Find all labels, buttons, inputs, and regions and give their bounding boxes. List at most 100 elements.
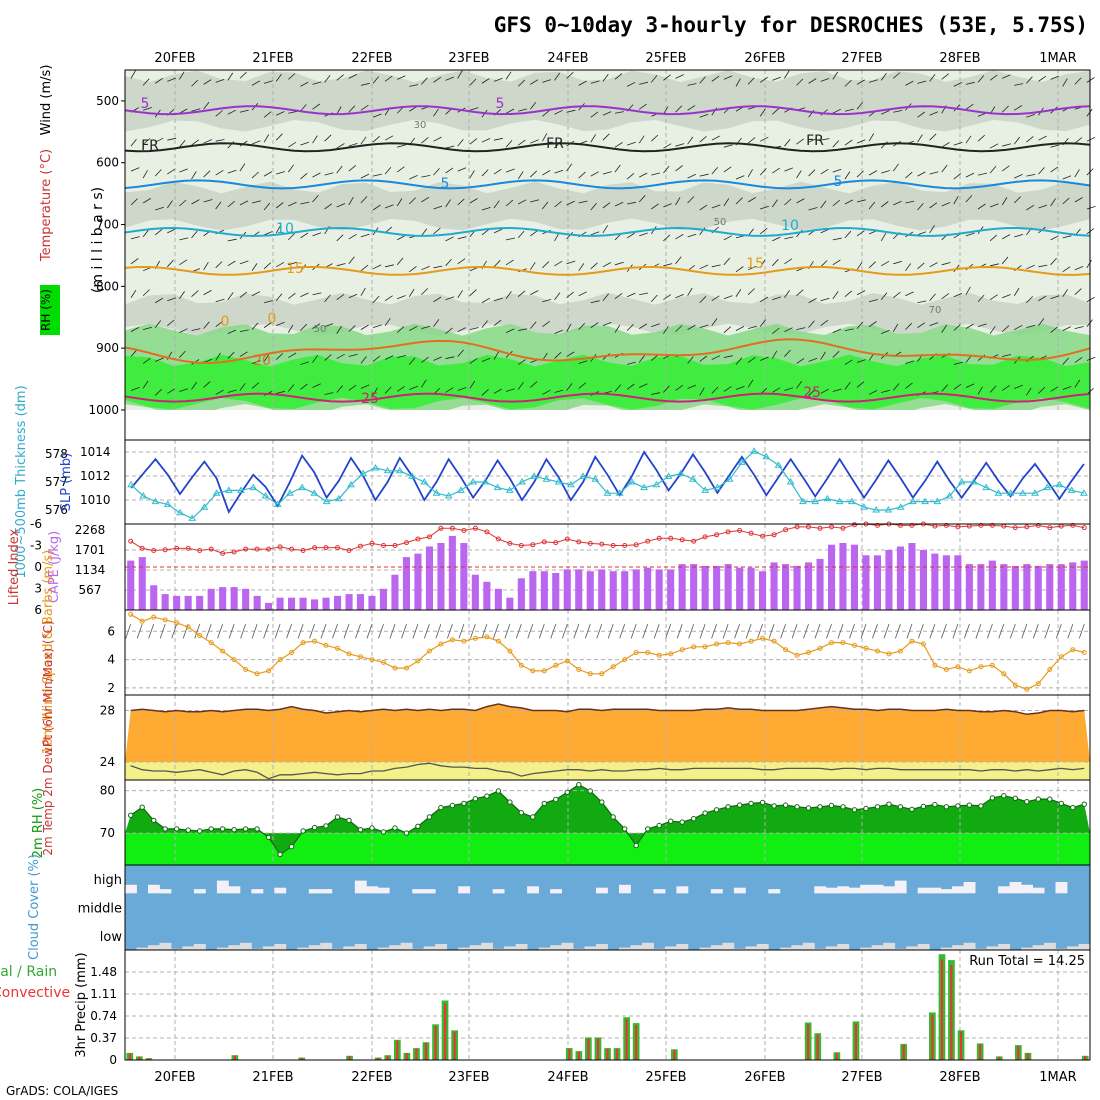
wind-barb — [687, 384, 697, 389]
cape-bar — [1069, 562, 1077, 610]
lifted-index-point — [404, 540, 409, 546]
wind-barb — [360, 82, 370, 86]
isotherm-line — [124, 338, 1091, 365]
thickness-point — [713, 483, 722, 491]
wind-barb — [1086, 259, 1092, 269]
rh-point — [702, 810, 708, 816]
cape-bar — [253, 595, 261, 610]
wind-barb — [360, 173, 370, 179]
wind-barb — [203, 199, 213, 203]
low-cloud-gap — [802, 942, 815, 950]
wind-barb — [759, 76, 768, 83]
wind-barb — [642, 624, 649, 639]
wind-barb — [1062, 386, 1072, 390]
high-cloud-gap — [883, 886, 896, 894]
isotherm-label: 0 — [221, 314, 230, 330]
wind-tick-label: 4 — [107, 653, 115, 667]
low-cloud-gap — [550, 945, 562, 950]
rh-point — [909, 806, 915, 812]
wind-speed-point — [1081, 650, 1087, 655]
thickness-point — [322, 497, 331, 505]
wind-barb — [343, 624, 350, 639]
precip-convective-bar — [453, 1031, 456, 1060]
wind-barb — [747, 325, 757, 330]
rh-point — [851, 807, 858, 813]
wind-barb — [747, 137, 756, 144]
temp-axis-label: 2m Temp 2m DewPt (6hr Min/Max) (°C) — [41, 620, 55, 855]
wind-barb — [469, 289, 477, 297]
thickness-point — [774, 461, 783, 468]
wind-barb — [663, 385, 670, 393]
temperature-line — [130, 703, 1085, 716]
wind-barb — [723, 144, 733, 148]
wind-barb — [529, 101, 537, 110]
wind-speed-point — [955, 664, 961, 670]
wind-barb — [881, 389, 890, 393]
cape-bar — [1046, 564, 1054, 610]
wind-barb — [832, 168, 842, 173]
wind-barb — [179, 388, 189, 392]
wind-barb — [421, 356, 429, 363]
wind-barb — [892, 383, 900, 391]
cape-bar — [586, 571, 594, 610]
wind-barb — [288, 141, 297, 148]
wind-barb — [1074, 197, 1083, 203]
low-cloud-gap — [561, 942, 574, 950]
wind-barb — [832, 350, 840, 358]
precip-convective-bar — [1084, 1056, 1087, 1060]
rh-point — [828, 802, 835, 809]
cape-bar — [196, 595, 204, 610]
wind-barb — [251, 200, 261, 204]
low-cloud-gap — [469, 945, 482, 950]
date-label-bottom: 1MAR — [1039, 1070, 1076, 1085]
high-cloud-gap — [550, 889, 562, 894]
thickness-point — [884, 506, 893, 513]
rh-point — [128, 812, 134, 818]
wind-barb — [493, 200, 500, 209]
wind-barb — [312, 81, 322, 85]
precip-tick-label: 1.48 — [90, 965, 117, 979]
wind-barb — [251, 291, 261, 297]
rh-point — [622, 826, 628, 832]
wind-speed-point — [920, 641, 926, 647]
precip-convective-bar — [606, 1048, 609, 1060]
lifted-index-point — [300, 548, 306, 553]
rh-point — [748, 800, 754, 807]
wind-barb — [844, 230, 852, 239]
thickness-point — [676, 469, 685, 477]
credit-label: GrADS: COLA/IGES — [6, 1084, 118, 1098]
rh-point — [633, 842, 639, 849]
wind-barb — [227, 238, 237, 242]
rh-point — [265, 834, 272, 841]
wind-barb — [336, 234, 344, 242]
wind-barb — [530, 290, 539, 296]
wind-barb — [868, 133, 875, 142]
wind-barb — [965, 355, 972, 363]
cape-bar — [288, 597, 296, 610]
wind-barb — [287, 384, 295, 392]
lifted-index-point — [553, 540, 559, 546]
wind-barb — [493, 260, 501, 268]
cape-bar — [598, 569, 606, 610]
wind-barb — [1062, 266, 1071, 273]
wind-barb — [1074, 379, 1081, 388]
cape-bar — [138, 557, 146, 610]
wind-barb — [989, 143, 999, 149]
wind-barb — [566, 163, 573, 172]
thickness-point — [298, 483, 306, 491]
wind-barb — [759, 319, 767, 327]
wind-barb — [826, 624, 832, 639]
upper-gap — [125, 410, 1090, 440]
low-cloud-gap — [630, 945, 643, 950]
wind-barb — [191, 230, 198, 239]
wind-barb — [396, 257, 404, 266]
wind-barb — [469, 107, 479, 111]
wind-barb — [396, 326, 405, 333]
precip-convective-bar — [568, 1048, 571, 1060]
wind-barb — [205, 624, 212, 639]
thickness-point — [334, 494, 343, 502]
wind-barb — [1038, 75, 1047, 82]
rh-point — [449, 802, 456, 809]
wind-speed-point — [415, 658, 421, 664]
wind-barb — [159, 624, 166, 639]
